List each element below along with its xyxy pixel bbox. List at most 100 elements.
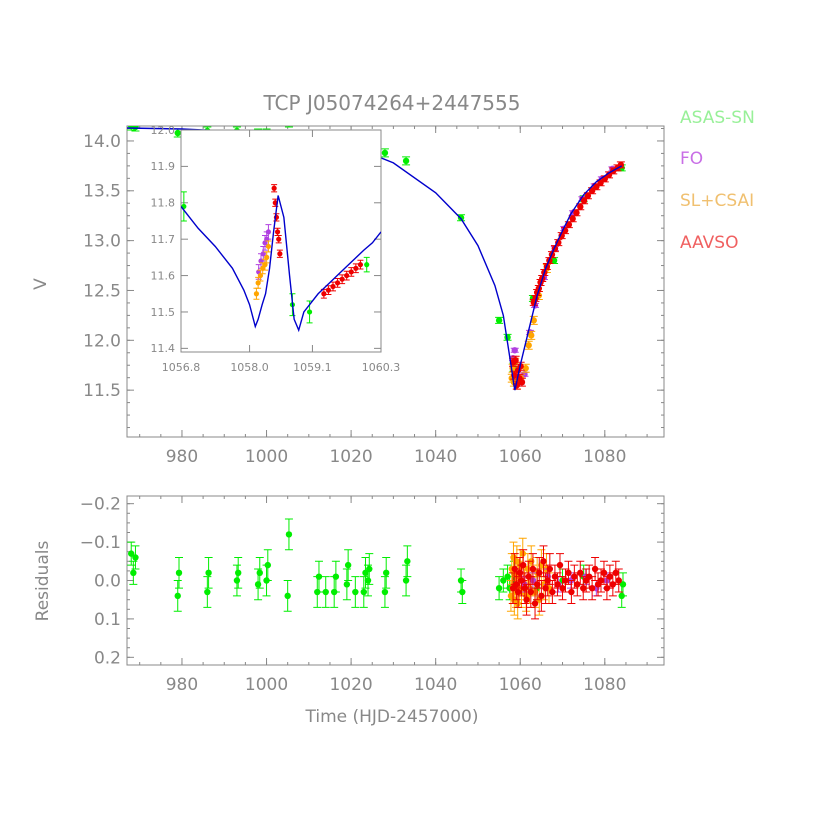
main-x-tick-label: 1020 xyxy=(329,447,372,467)
data-point xyxy=(542,584,549,592)
data-point xyxy=(593,183,600,191)
residuals-x-tick-label: 1060 xyxy=(499,675,542,695)
residuals-x-tick-label: 980 xyxy=(166,675,198,695)
data-point xyxy=(519,561,527,569)
data-point xyxy=(257,272,264,279)
data-point xyxy=(588,187,596,194)
data-point xyxy=(262,262,268,268)
data-point xyxy=(205,569,212,577)
residuals-panel: 980 1000 1020 1040 1060 1080 0.2 0.1 0.0 −0.1 −0.2 xyxy=(80,495,665,695)
inset-x-tick-label: 1059.1 xyxy=(293,361,332,374)
residuals-x-tick-label: 1000 xyxy=(245,675,288,695)
residuals-xlabel: Time (HJD-2457000) xyxy=(304,707,478,727)
data-point xyxy=(511,347,518,354)
data-point xyxy=(204,588,211,596)
residuals-ylabel: Residuals xyxy=(33,541,53,622)
residuals-x-tick-label: 1080 xyxy=(583,675,626,695)
data-point xyxy=(518,378,526,386)
main-x-tick-label: 980 xyxy=(166,447,198,467)
residuals-x-tick-label: 1020 xyxy=(329,675,372,695)
data-point xyxy=(256,569,263,577)
data-point xyxy=(597,179,604,187)
data-point xyxy=(573,209,580,216)
data-point xyxy=(233,577,241,584)
data-point xyxy=(343,581,351,588)
data-point xyxy=(551,573,559,580)
data-point xyxy=(600,569,608,577)
data-point xyxy=(352,588,359,596)
data-point xyxy=(364,262,370,268)
inset-model-curve xyxy=(181,195,381,333)
residuals-plot-area xyxy=(127,518,627,620)
data-point xyxy=(325,287,332,293)
residuals-series-aavso xyxy=(509,545,623,620)
data-point xyxy=(353,265,359,271)
residuals-y-tick-label: 0.2 xyxy=(94,648,121,668)
data-point xyxy=(523,596,530,603)
data-point xyxy=(521,584,529,592)
legend-label-asassn: ASAS-SN xyxy=(680,108,755,128)
data-point xyxy=(344,272,350,279)
residuals-x-tick-label: 1040 xyxy=(414,675,457,695)
data-point xyxy=(527,588,535,596)
legend-label-aavso: AAVSO xyxy=(680,233,738,253)
data-point xyxy=(525,342,532,349)
inset-x-tick-label: 1060.3 xyxy=(362,361,401,374)
data-point xyxy=(495,317,503,324)
data-point xyxy=(381,149,389,157)
inset-series-aavso xyxy=(271,184,364,299)
data-point xyxy=(339,276,345,282)
data-point xyxy=(128,550,135,557)
data-point xyxy=(175,569,183,577)
data-point xyxy=(546,565,554,573)
data-point xyxy=(255,280,261,286)
residuals-y-tick-label: 0.0 xyxy=(94,571,121,591)
data-point xyxy=(556,561,564,569)
main-y-tick-label: 14.0 xyxy=(83,132,121,152)
data-point xyxy=(528,332,535,339)
data-point xyxy=(591,565,599,573)
data-point xyxy=(174,129,181,137)
data-point xyxy=(306,309,313,315)
legend-label-fo: FO xyxy=(680,149,703,169)
data-point xyxy=(315,573,323,580)
data-point xyxy=(568,588,575,596)
data-point xyxy=(615,577,622,584)
data-point xyxy=(330,283,336,290)
data-point xyxy=(132,554,139,561)
data-point xyxy=(531,600,539,607)
data-point xyxy=(284,592,291,600)
data-point xyxy=(332,573,340,580)
data-point xyxy=(529,565,537,573)
data-point xyxy=(130,569,137,577)
data-point xyxy=(404,558,411,565)
data-point xyxy=(500,577,507,584)
data-point xyxy=(287,126,291,127)
data-point xyxy=(357,262,364,268)
chart-title: TCP J05074264+2447555 xyxy=(263,91,521,115)
data-point xyxy=(565,569,572,577)
data-point xyxy=(276,236,282,242)
data-point xyxy=(513,581,520,588)
data-point xyxy=(577,569,584,577)
data-point xyxy=(334,280,341,286)
data-point xyxy=(285,531,293,538)
data-point xyxy=(606,573,614,580)
data-point xyxy=(536,569,543,577)
residuals-series-asas-sn xyxy=(127,518,627,612)
data-point xyxy=(549,588,556,596)
data-point xyxy=(344,561,352,569)
data-point xyxy=(544,577,551,584)
data-point xyxy=(514,588,522,596)
inset-x-tick-label: 1056.8 xyxy=(162,361,201,374)
main-y-tick-label: 13.5 xyxy=(83,182,121,202)
data-point xyxy=(580,584,587,592)
residuals-y-tick-label: 0.1 xyxy=(94,610,121,630)
data-point xyxy=(277,251,283,257)
data-point xyxy=(382,569,390,577)
data-point xyxy=(364,577,372,584)
inset-y-tick-label: 11.4 xyxy=(151,342,176,355)
data-point xyxy=(588,584,596,592)
data-point xyxy=(360,588,367,596)
data-point xyxy=(562,577,569,584)
